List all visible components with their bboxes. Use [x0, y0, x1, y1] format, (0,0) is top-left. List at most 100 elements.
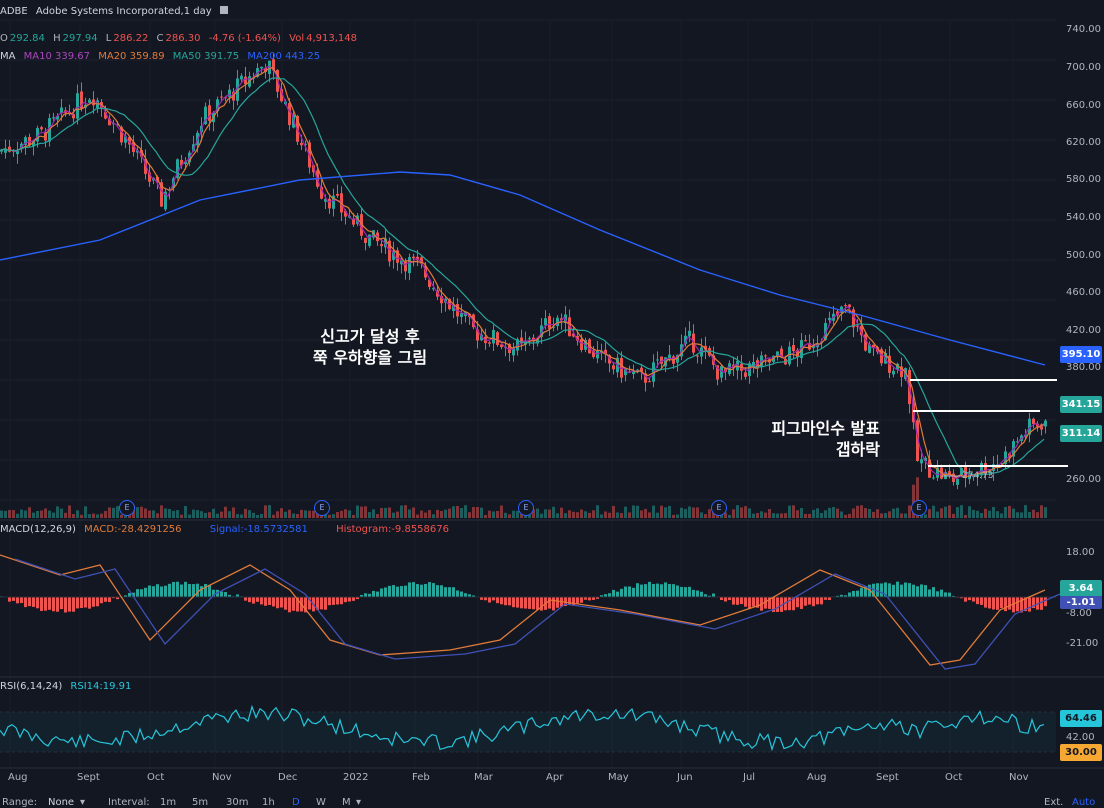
volume-bar: [664, 507, 667, 518]
volume-bar: [484, 514, 487, 518]
candle-body: [520, 337, 523, 344]
macd-histogram-bar: [516, 597, 519, 608]
volume-bar: [684, 509, 687, 518]
volume-bar: [856, 505, 859, 518]
volume-bar: [672, 514, 675, 518]
volume-bar: [380, 508, 383, 518]
macd-histogram-bar: [392, 585, 395, 597]
macd-histogram-bar: [208, 585, 211, 597]
volume-bar: [328, 514, 331, 518]
candle-body: [80, 91, 83, 109]
volume-bar: [928, 509, 931, 518]
macd-histogram-bar: [184, 581, 187, 597]
macd-histogram-bar: [672, 584, 675, 597]
volume-bar: [292, 513, 295, 518]
macd-histogram-bar: [944, 592, 947, 597]
macd-histogram-bar: [852, 590, 855, 597]
macd-histogram-bar: [804, 597, 807, 606]
volume-bar: [916, 477, 919, 518]
interval-1m[interactable]: 1m: [160, 797, 177, 808]
settings-icon[interactable]: [219, 6, 228, 14]
candle-body: [388, 240, 391, 262]
volume-bar: [96, 514, 99, 518]
macd-histogram-bar: [460, 591, 463, 597]
macd-histogram-bar: [752, 597, 755, 607]
candle-body: [36, 128, 39, 142]
macd-histogram-bar: [708, 595, 711, 597]
annotation-left: 신고가 달성 후 쭉 우하향을 그림: [312, 327, 428, 367]
interval-1h[interactable]: 1h: [262, 797, 275, 808]
candle-body: [272, 59, 275, 71]
range-select[interactable]: None: [48, 797, 75, 808]
earnings-icon[interactable]: E: [711, 500, 727, 516]
candle-body: [244, 76, 247, 84]
macd-histogram-bar: [36, 597, 39, 609]
macd-histogram-bar: [408, 582, 411, 597]
earnings-icon[interactable]: E: [911, 500, 927, 516]
interval-30m[interactable]: 30m: [226, 797, 249, 808]
macd-histogram-bar: [144, 587, 147, 597]
interval-w[interactable]: W: [316, 797, 326, 808]
candle-body: [1004, 451, 1007, 464]
volume-bar: [1040, 505, 1043, 518]
volume-bar: [12, 510, 15, 518]
macd-histogram-bar: [188, 584, 191, 597]
time-tick: Sept: [876, 772, 899, 783]
candle-body: [32, 141, 35, 147]
macd-histogram-bar: [812, 597, 815, 607]
macd-histogram-bar: [348, 597, 351, 602]
macd-histogram-bar: [796, 597, 799, 608]
interval-m[interactable]: M: [342, 797, 351, 808]
earnings-icon[interactable]: E: [518, 500, 534, 516]
volume-bar: [760, 511, 763, 518]
candle-body: [544, 318, 547, 326]
volume-bar: [464, 505, 467, 518]
volume-bar: [148, 510, 151, 518]
macd-histogram-bar: [884, 582, 887, 597]
interval-5m[interactable]: 5m: [192, 797, 209, 808]
chevron-down-icon[interactable]: ▾: [80, 797, 86, 808]
candle-body: [872, 344, 875, 348]
volume-bar: [1008, 505, 1011, 518]
ext-button[interactable]: Ext.: [1044, 797, 1064, 808]
candle-body: [0, 150, 3, 152]
macd-histogram-bar: [712, 593, 715, 597]
volume-bar: [892, 508, 895, 518]
interval-d[interactable]: D: [292, 797, 300, 808]
volume-bar: [112, 507, 115, 518]
volume-bar: [60, 508, 63, 518]
rsi-line: [0, 704, 1045, 752]
time-tick: Aug: [8, 772, 28, 783]
rsi-badge-low: 30.00: [1060, 744, 1102, 761]
earnings-icon[interactable]: E: [119, 500, 135, 516]
candle-body: [1032, 418, 1035, 424]
candle-body: [1044, 420, 1047, 427]
earnings-icon[interactable]: E: [314, 500, 330, 516]
volume-bar: [304, 510, 307, 518]
macd-histogram-bar: [1016, 597, 1019, 612]
volume-bar: [416, 514, 419, 518]
macd-histogram-bar: [756, 597, 759, 608]
volume-bar: [108, 507, 111, 518]
macd-histogram-bar: [680, 586, 683, 597]
candle-body: [1028, 418, 1031, 435]
macd-histogram-bar: [960, 597, 963, 599]
volume-bar: [756, 513, 759, 518]
candle-body: [324, 198, 327, 202]
macd-histogram-bar: [696, 590, 699, 597]
volume-bar: [764, 512, 767, 518]
candle-body: [412, 256, 415, 259]
chevron-down-icon[interactable]: ▾: [356, 797, 362, 808]
price-tick: 460.00: [1066, 287, 1101, 298]
auto-button[interactable]: Auto: [1072, 797, 1096, 808]
volume-bar: [468, 512, 471, 518]
volume-bar: [620, 513, 623, 518]
candle-body: [8, 146, 11, 152]
macd-histogram-bar: [772, 597, 775, 613]
macd-histogram-bar: [136, 589, 139, 597]
macd-histogram-bar: [992, 597, 995, 610]
volume-bar: [972, 509, 975, 518]
macd-histogram-bar: [212, 589, 215, 597]
volume-bar: [196, 510, 199, 518]
